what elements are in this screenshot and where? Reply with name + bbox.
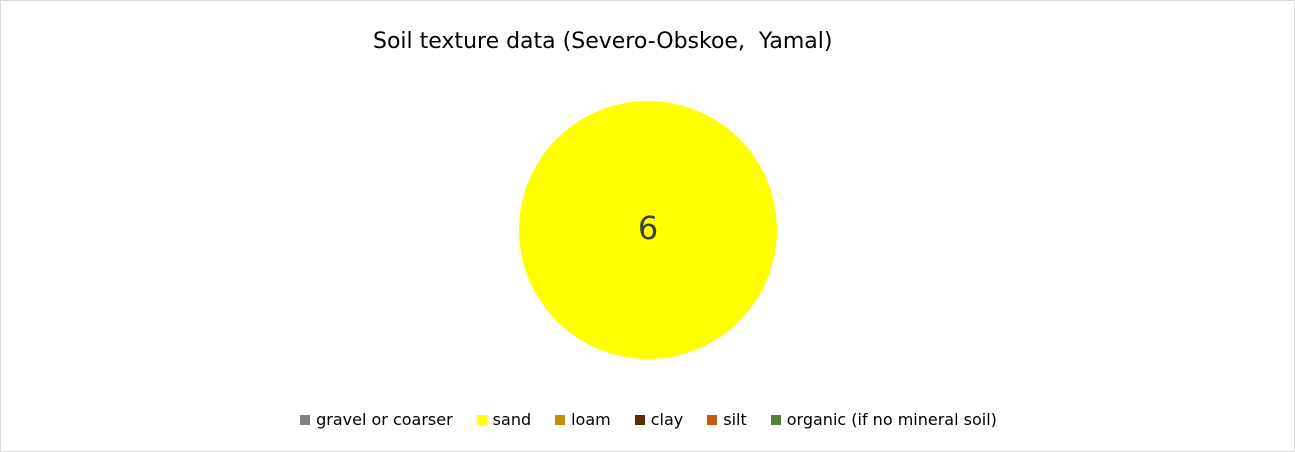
chart-title: Soil texture data (Severo-Obskoe, Yamal) — [373, 29, 833, 54]
legend-item-silt: silt — [707, 410, 747, 429]
data-label-sand: 6 — [638, 209, 658, 247]
legend-label: gravel or coarser — [316, 410, 453, 429]
legend-item-organic: organic (if no mineral soil) — [770, 410, 997, 429]
legend-label: sand — [492, 410, 532, 429]
legend-swatch — [476, 414, 487, 425]
legend-label: silt — [723, 410, 747, 429]
legend-item-clay: clay — [634, 410, 684, 429]
legend-label: clay — [650, 410, 684, 429]
legend-swatch — [300, 414, 311, 425]
legend-label: organic (if no mineral soil) — [786, 410, 997, 429]
pie-slice-sand — [519, 101, 777, 359]
legend-item-loam: loam — [555, 410, 611, 429]
legend: gravel or coarser sand loam clay silt organic… — [1, 410, 1295, 429]
legend-label: loam — [571, 410, 611, 429]
legend-item-gravel: gravel or coarser — [300, 410, 453, 429]
legend-swatch — [634, 414, 645, 425]
legend-swatch — [707, 414, 718, 425]
legend-item-sand: sand — [476, 410, 532, 429]
legend-swatch — [555, 414, 566, 425]
legend-swatch — [770, 414, 781, 425]
